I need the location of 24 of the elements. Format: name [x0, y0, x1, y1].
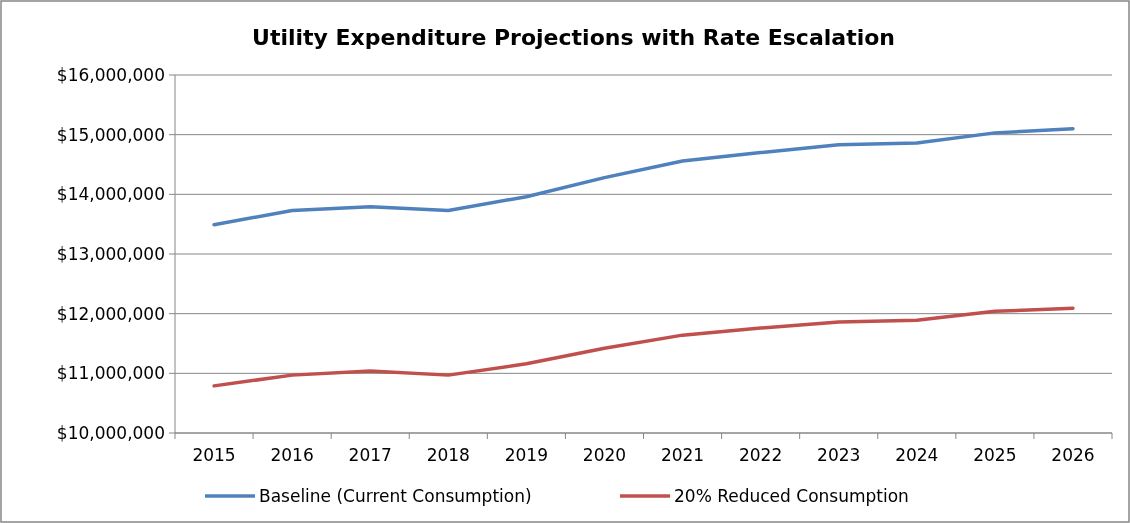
x-tick-label: 2016 — [270, 445, 314, 465]
y-tick-label: $13,000,000 — [56, 243, 165, 264]
x-tick-label: 2017 — [348, 445, 392, 465]
x-tick-label: 2022 — [738, 445, 783, 465]
line-series — [212, 306, 1075, 388]
x-tick-label: 2015 — [192, 445, 236, 465]
chart-title: Utility Expenditure Projections with Rate Escalation — [252, 25, 895, 50]
line-series — [212, 126, 1075, 227]
y-tick-label: $15,000,000 — [56, 124, 165, 145]
legend-label: 20% Reduced Consumption — [674, 485, 909, 506]
x-tick-label: 2023 — [817, 445, 861, 465]
x-tick-label: 2018 — [426, 445, 470, 465]
x-tick-label: 2021 — [660, 445, 705, 465]
x-tick-label: 2024 — [895, 445, 939, 465]
y-tick-label: $16,000,000 — [56, 64, 165, 85]
x-tick-label: 2019 — [504, 445, 549, 465]
x-tick-label: 2025 — [973, 445, 1017, 465]
x-tick-label: 2026 — [1051, 445, 1095, 465]
x-tick-label: 2020 — [582, 445, 627, 465]
y-tick-label: $12,000,000 — [56, 303, 165, 324]
legend-label: Baseline (Current Consumption) — [259, 485, 532, 506]
y-tick-label: $14,000,000 — [56, 184, 165, 205]
y-tick-label: $11,000,000 — [56, 363, 165, 384]
y-tick-label: $10,000,000 — [56, 422, 165, 443]
